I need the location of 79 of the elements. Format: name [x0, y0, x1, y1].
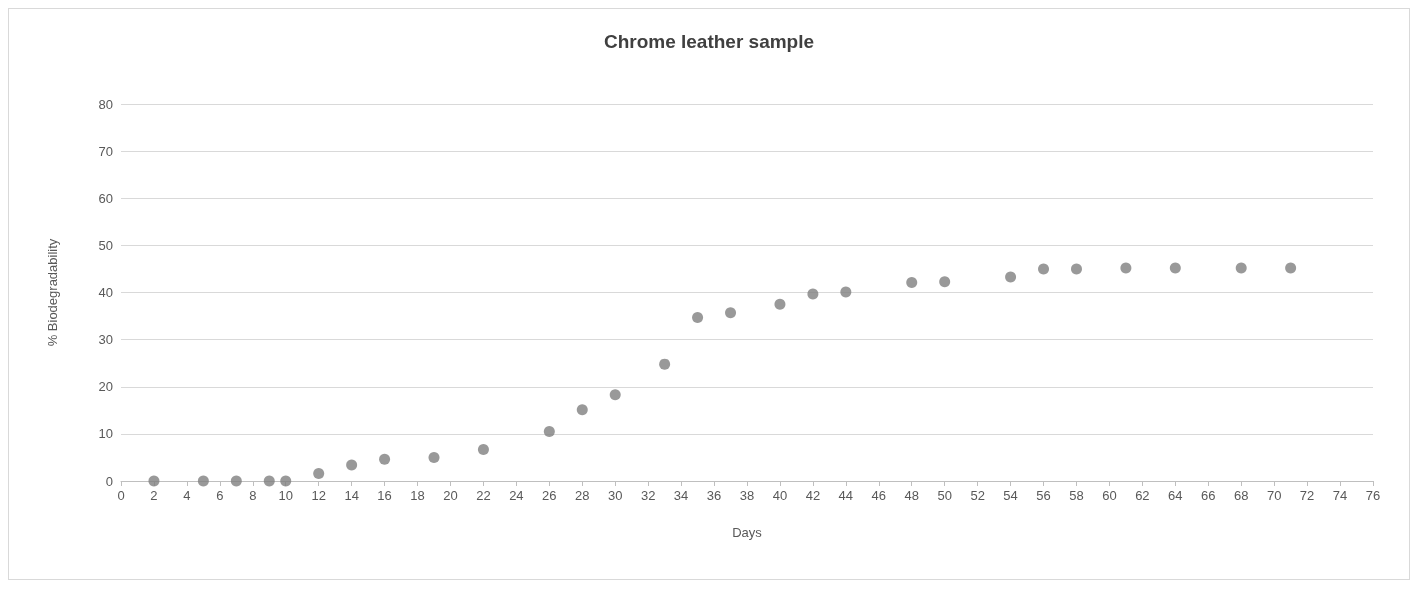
- point: [840, 286, 852, 298]
- y-tick-label: 80: [98, 96, 113, 112]
- point: [906, 277, 918, 289]
- x-tick-label: 64: [1168, 488, 1183, 503]
- y-tick-label: 10: [98, 426, 113, 442]
- x-tick-label: 30: [607, 488, 623, 503]
- y-axis-title: % Biodegradability: [45, 238, 60, 347]
- x-tick-label: 74: [1332, 488, 1348, 503]
- x-tick-label: 6: [216, 488, 224, 503]
- x-tick-label: 60: [1102, 488, 1117, 503]
- y-tick-label: 70: [98, 143, 113, 159]
- x-tick-label: 36: [706, 488, 722, 503]
- x-tick-label: 22: [476, 488, 491, 503]
- x-tick-label: 14: [344, 488, 359, 503]
- x-tick-label: 0: [117, 488, 125, 503]
- point: [263, 475, 275, 487]
- x-tick-label: 34: [673, 488, 689, 503]
- x-tick-label: 44: [838, 488, 854, 503]
- point: [807, 288, 819, 300]
- x-tick-label: 8: [249, 488, 257, 503]
- x-tick-label: 18: [410, 488, 425, 503]
- point: [659, 358, 671, 370]
- point: [1005, 271, 1017, 283]
- x-tick-label: 46: [871, 488, 887, 503]
- point: [428, 451, 440, 463]
- x-tick-label: 42: [805, 488, 821, 503]
- x-tick-label: 20: [443, 488, 458, 503]
- point: [1169, 262, 1181, 274]
- point: [230, 475, 242, 487]
- point: [774, 298, 786, 310]
- point: [1070, 263, 1082, 275]
- x-tick-label: 28: [575, 488, 590, 503]
- x-tick-label: 16: [377, 488, 392, 503]
- chart-title: Chrome leather sample: [603, 31, 815, 52]
- point: [725, 307, 737, 319]
- y-tick-label: 60: [98, 190, 113, 206]
- point: [1038, 263, 1050, 275]
- x-axis-title: Days: [732, 525, 763, 540]
- x-tick-label: 32: [640, 488, 656, 503]
- x-tick-label: 10: [278, 488, 293, 503]
- x-tick-label: 54: [1003, 488, 1018, 503]
- point: [609, 389, 621, 401]
- y-tick-label: 50: [98, 237, 113, 253]
- point: [280, 475, 292, 487]
- point: [576, 404, 588, 416]
- x-tick-label: 24: [509, 488, 524, 503]
- x-tick-label: 26: [542, 488, 557, 503]
- point: [1285, 262, 1297, 274]
- y-tick-label: 20: [98, 379, 113, 395]
- y-tick-label: 0: [105, 473, 113, 489]
- x-tick-label: 4: [183, 488, 191, 503]
- point: [197, 475, 209, 487]
- point: [1120, 262, 1132, 274]
- x-tick-label: 70: [1266, 488, 1282, 503]
- point: [939, 276, 951, 288]
- x-tick-label: 58: [1069, 488, 1084, 503]
- point: [346, 459, 358, 471]
- x-tick-label: 40: [772, 488, 788, 503]
- x-tick-label: 66: [1201, 488, 1216, 503]
- x-tick-label: 48: [904, 488, 919, 503]
- x-tick-label: 2: [150, 488, 158, 503]
- point: [1235, 262, 1247, 274]
- x-tick-label: 38: [739, 488, 755, 503]
- x-tick-label: 62: [1135, 488, 1150, 503]
- point: [148, 475, 160, 487]
- point: [477, 443, 489, 455]
- x-tick-label: 68: [1233, 488, 1249, 503]
- x-tick-label: 12: [311, 488, 326, 503]
- point: [313, 467, 325, 479]
- y-tick-label: 40: [98, 285, 113, 300]
- x-tick-label: 56: [1036, 488, 1051, 503]
- x-tick-label: 76: [1365, 488, 1381, 503]
- point: [379, 453, 391, 465]
- y-tick-label: 30: [98, 332, 113, 348]
- x-tick-label: 52: [970, 488, 985, 503]
- x-tick-label: 50: [937, 488, 952, 503]
- point: [543, 426, 555, 438]
- x-tick-label: 72: [1299, 488, 1315, 503]
- point: [692, 311, 704, 323]
